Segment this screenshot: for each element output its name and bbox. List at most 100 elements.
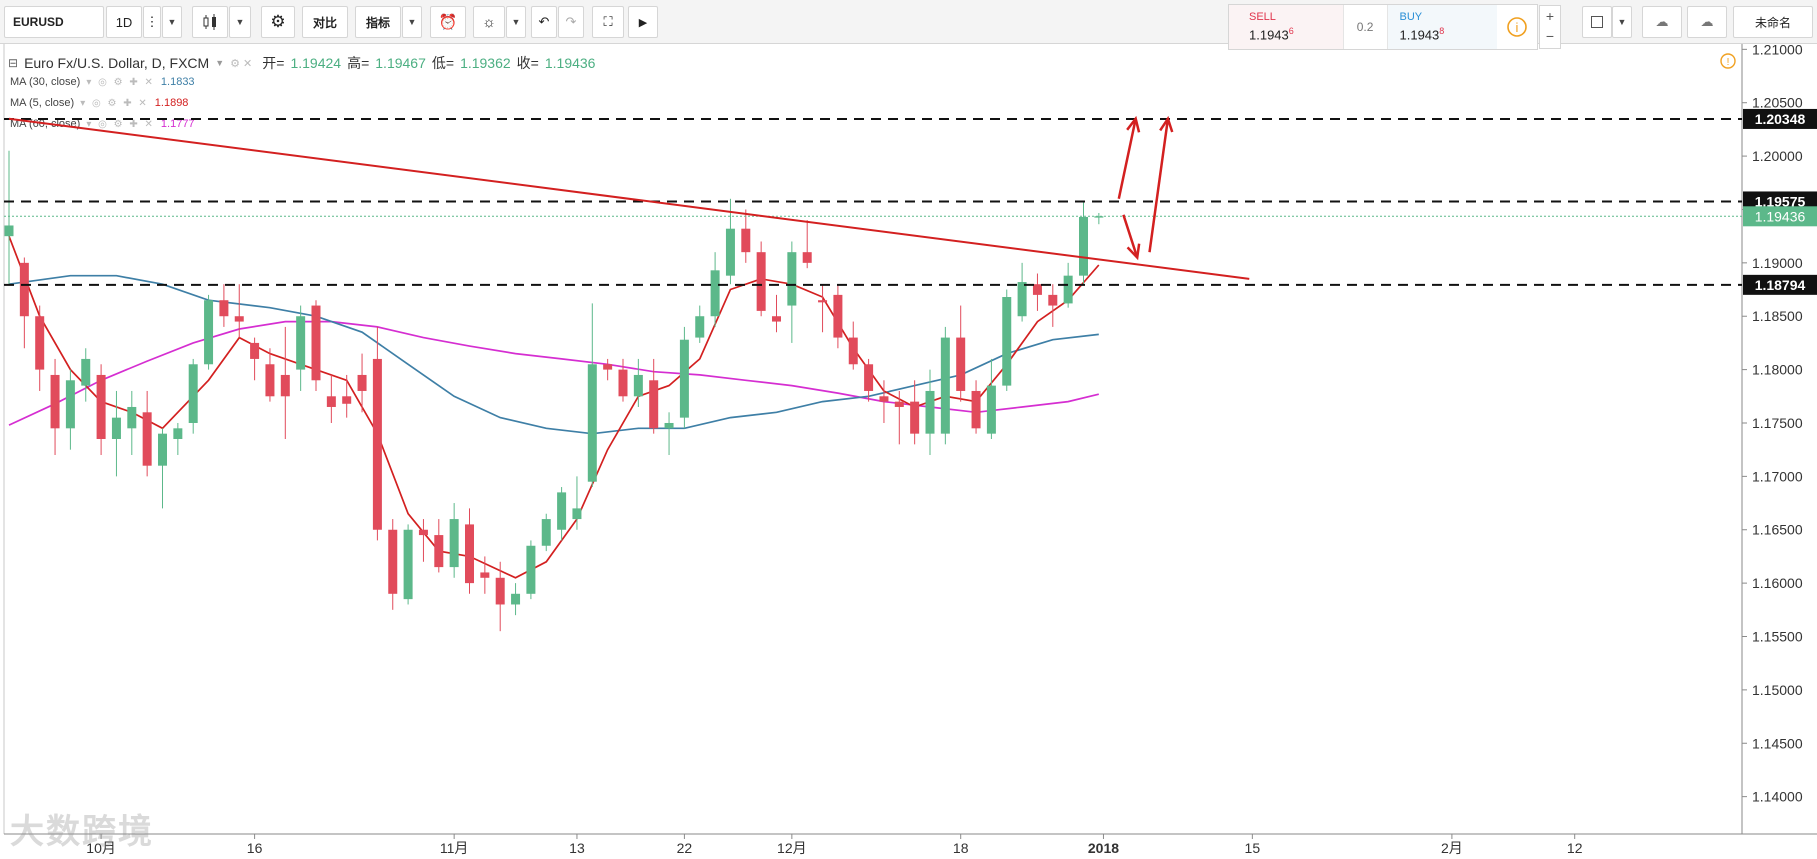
symbol-search-input[interactable]: EURUSD — [4, 6, 104, 38]
x-tick-label: 15 — [1245, 840, 1261, 856]
cloud-download-icon: ☁ — [1655, 14, 1669, 29]
ma5-legend[interactable]: MA (5, close) ▾ ◎ ⚙ ✚ ✕ 1.1898 — [10, 97, 188, 109]
sell-price: 1.1943 — [1249, 27, 1289, 43]
candle-up — [158, 433, 167, 466]
candle-up — [4, 225, 14, 237]
candle-down — [833, 294, 843, 338]
play-icon: ▶ — [638, 16, 648, 29]
square-icon — [1591, 16, 1603, 28]
alert-button[interactable]: ⏰ — [430, 6, 466, 38]
candle-up — [587, 364, 597, 482]
candle-up — [81, 358, 91, 386]
chart-style-dropdown[interactable]: ▼ — [229, 6, 251, 38]
collapse-legend-icon[interactable]: ⊟ — [8, 56, 19, 70]
candle-down — [864, 364, 874, 391]
alert-info-icon[interactable]: ! — [1717, 50, 1739, 72]
load-layout-button[interactable]: ☁ — [1642, 6, 1682, 38]
candle-down — [772, 316, 781, 322]
candle-down — [326, 396, 336, 407]
y-tick-label: 1.17500 — [1752, 415, 1803, 431]
x-tick-label: 2月 — [1441, 840, 1463, 856]
buy-pip: 8 — [1439, 26, 1445, 36]
candle-up — [1002, 297, 1012, 386]
chart-legend: ⊟ Euro Fx/U.S. Dollar, D, FXCM ▼ ⚙ ✕ 开= 1… — [8, 53, 595, 73]
ma60-controls-icon[interactable]: ▾ ◎ ⚙ ✚ ✕ — [86, 118, 155, 130]
y-tick-label: 1.20000 — [1752, 148, 1803, 164]
interval-selector[interactable]: 1D — [106, 6, 142, 38]
candle-down — [480, 572, 490, 578]
x-tick-label: 13 — [569, 840, 585, 856]
x-tick-label: 11月 — [440, 840, 469, 856]
y-tick-label: 1.19000 — [1752, 255, 1803, 271]
level-price-tag — [1743, 191, 1817, 212]
interval-menu-button[interactable]: ⋮ — [143, 6, 161, 38]
high-label: 高= — [347, 55, 370, 71]
ideas-button[interactable]: ☼ — [473, 6, 505, 38]
compare-button[interactable]: 对比 — [302, 6, 348, 38]
ma30-value: 1.1833 — [160, 76, 195, 88]
undo-button[interactable]: ↶ — [531, 6, 557, 38]
candle-down — [250, 342, 260, 359]
replay-button[interactable]: ▶ — [628, 6, 658, 38]
candle-up — [1063, 275, 1073, 304]
drawing-toggle-dropdown[interactable]: ▼ — [1612, 6, 1632, 38]
ma5-label: MA (5, close) — [10, 97, 75, 109]
indicators-button[interactable]: 指标 — [355, 6, 401, 38]
candle-down — [802, 252, 812, 263]
indicators-dropdown[interactable]: ▼ — [402, 6, 422, 38]
buy-button[interactable]: BUY 1.19438 — [1387, 5, 1498, 49]
candlestick-icon — [203, 14, 216, 30]
candle-up — [65, 380, 75, 429]
drawing-toggle-button[interactable] — [1582, 6, 1612, 38]
candle-up — [787, 252, 797, 306]
redo-icon: ↷ — [565, 14, 577, 29]
candle-down — [910, 401, 920, 434]
x-tick-label: 22 — [677, 840, 693, 856]
ma5-line — [8, 235, 1100, 579]
candle-down — [971, 390, 981, 429]
chevron-down-icon: ▼ — [511, 17, 521, 27]
candle-down — [388, 529, 398, 594]
candle-down — [35, 316, 45, 370]
gear-icon: ⚙ — [270, 12, 286, 31]
layout-name: 未命名 — [1754, 15, 1791, 30]
settings-button[interactable]: ⚙ — [261, 6, 295, 38]
quantity-stepper[interactable]: + − — [1539, 5, 1561, 49]
projection-arrow — [1148, 118, 1170, 253]
level-price-tag — [1743, 274, 1817, 295]
candle-down — [280, 374, 290, 397]
ma60-legend[interactable]: MA (60, close) ▾ ◎ ⚙ ✚ ✕ 1.1777 — [10, 118, 195, 130]
level-price-label: 1.18794 — [1755, 277, 1806, 293]
sell-button[interactable]: SELL 1.19436 — [1229, 5, 1344, 49]
chart-style-button[interactable] — [192, 6, 228, 38]
candle-up — [204, 300, 214, 365]
ideas-dropdown[interactable]: ▼ — [506, 6, 526, 38]
ma30-controls-icon[interactable]: ▾ ◎ ⚙ ✚ ✕ — [86, 76, 155, 88]
ma30-legend[interactable]: MA (30, close) ▾ ◎ ⚙ ✚ ✕ 1.1833 — [10, 76, 195, 88]
x-tick-label: 12 — [1567, 840, 1583, 856]
open-label: 开= — [262, 55, 285, 71]
chevron-down-icon[interactable]: ▼ — [215, 58, 225, 68]
trade-info-button[interactable]: i — [1497, 5, 1537, 49]
undo-icon: ↶ — [538, 14, 550, 29]
fullscreen-button[interactable]: ⛶ — [592, 6, 624, 38]
legend-controls-icon[interactable]: ⚙ ✕ — [230, 57, 253, 70]
ma5-controls-icon[interactable]: ▾ ◎ ⚙ ✚ ✕ — [80, 97, 149, 109]
y-tick-label: 1.20500 — [1752, 95, 1803, 111]
candle-down — [848, 337, 858, 365]
save-layout-button[interactable]: ☁ — [1687, 6, 1727, 38]
candle-up — [725, 228, 735, 276]
interval-label: 1D — [115, 14, 133, 30]
redo-button[interactable]: ↷ — [558, 6, 584, 38]
candle-down — [219, 300, 229, 317]
buy-price: 1.1943 — [1399, 27, 1440, 43]
candle-up — [695, 316, 705, 338]
candle-up — [173, 428, 183, 439]
y-tick-label: 1.17000 — [1752, 468, 1803, 484]
chevron-down-icon: ▼ — [235, 17, 245, 27]
high-value: 1.19467 — [375, 55, 426, 71]
interval-dropdown-button[interactable]: ▼ — [162, 6, 182, 38]
layout-name-button[interactable]: 未命名 — [1733, 6, 1813, 38]
watermark: 大数跨境 — [10, 813, 154, 851]
